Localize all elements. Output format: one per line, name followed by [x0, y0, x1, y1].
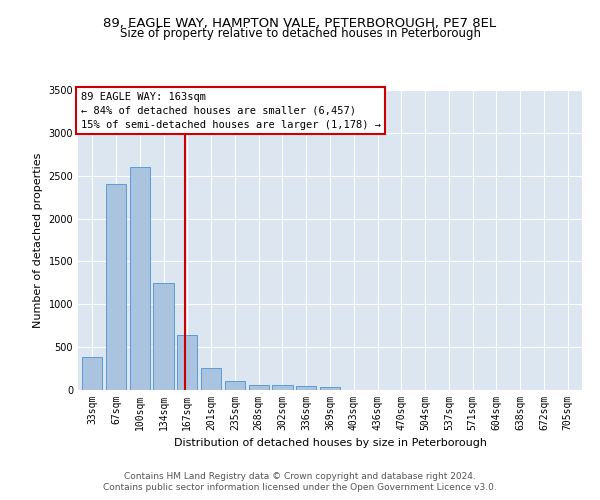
Bar — [272, 386, 293, 390]
Bar — [130, 167, 150, 390]
Bar — [201, 368, 221, 390]
Text: Contains HM Land Registry data © Crown copyright and database right 2024.: Contains HM Land Registry data © Crown c… — [124, 472, 476, 481]
Text: Size of property relative to detached houses in Peterborough: Size of property relative to detached ho… — [119, 28, 481, 40]
Text: 89 EAGLE WAY: 163sqm
← 84% of detached houses are smaller (6,457)
15% of semi-de: 89 EAGLE WAY: 163sqm ← 84% of detached h… — [80, 92, 380, 130]
Bar — [225, 382, 245, 390]
X-axis label: Distribution of detached houses by size in Peterborough: Distribution of detached houses by size … — [173, 438, 487, 448]
Text: Contains public sector information licensed under the Open Government Licence v3: Contains public sector information licen… — [103, 484, 497, 492]
Bar — [320, 388, 340, 390]
Bar — [82, 356, 103, 390]
Text: 89, EAGLE WAY, HAMPTON VALE, PETERBOROUGH, PE7 8EL: 89, EAGLE WAY, HAMPTON VALE, PETERBOROUG… — [103, 18, 497, 30]
Y-axis label: Number of detached properties: Number of detached properties — [33, 152, 43, 328]
Bar — [296, 386, 316, 390]
Bar — [248, 385, 269, 390]
Bar — [177, 335, 197, 390]
Bar — [154, 283, 173, 390]
Bar — [106, 184, 126, 390]
